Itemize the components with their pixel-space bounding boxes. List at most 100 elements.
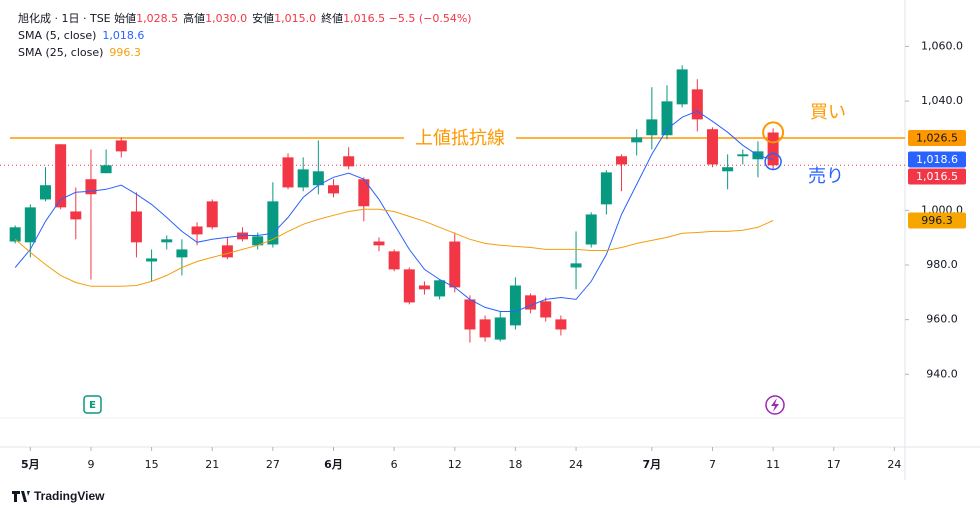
candle-body <box>555 319 567 330</box>
ohlc-value: 1,028.5 <box>136 12 179 25</box>
buy-circle <box>762 121 785 144</box>
candle-body <box>55 144 67 208</box>
resistance-label-bg <box>404 126 516 149</box>
price-badge-label: 996.3 <box>921 214 953 227</box>
x-tick-label: 7 <box>709 458 716 471</box>
indicator-row: SMA (5, close) 1,018.6 <box>18 27 472 44</box>
earnings-icon-letter: E <box>89 400 96 411</box>
candle-body <box>585 214 597 245</box>
candle-body <box>39 185 51 200</box>
x-tick-label: 5月 <box>21 458 40 471</box>
candle-body <box>267 201 279 245</box>
indicator-value: 996.3 <box>109 46 141 59</box>
brand: TradingView <box>34 489 105 503</box>
ohlc-label: 安値 <box>252 12 275 25</box>
change: −5.5 (−0.54%) <box>388 12 472 25</box>
ohlc-value: 1,016.5 <box>343 12 386 25</box>
price-badge <box>908 168 966 185</box>
x-tick-label: 21 <box>205 458 219 471</box>
candle-body <box>176 249 188 258</box>
candle-body <box>494 317 506 340</box>
candle-body <box>358 179 370 207</box>
candle-body <box>206 201 218 228</box>
buy-annotation: 買い <box>810 102 846 123</box>
candle-body <box>328 185 340 194</box>
brand-logo <box>12 491 30 502</box>
sma-line <box>14 110 774 312</box>
y-tick-label: 1,060.0 <box>921 39 963 52</box>
ohlc-label: 高値 <box>183 12 206 25</box>
symbol-title: 旭化成 · 1日 · TSE <box>18 12 111 25</box>
resistance-label: 上値抵抗線 <box>415 128 505 149</box>
candle-body <box>9 227 21 242</box>
candle-body <box>418 285 430 290</box>
indicator-value: 1,018.6 <box>102 29 145 42</box>
candle-body <box>509 285 521 326</box>
x-tick-label: 6月 <box>324 458 343 471</box>
candle-body <box>676 69 688 105</box>
candle-body <box>130 211 142 243</box>
candle-body <box>616 156 628 165</box>
candle-body <box>388 251 400 270</box>
candle-body <box>252 236 264 246</box>
indicator-legend: SMA (5, close) 1,018.6 SMA (25, close) 996.… <box>18 27 472 61</box>
legend: 旭化成 · 1日 · TSE 始値1,028.5 高値1,030.0 安値1,015… <box>18 10 472 61</box>
x-tick-label: 17 <box>827 458 841 471</box>
candle-body <box>661 101 673 136</box>
candle-body <box>464 299 476 330</box>
ohlc-value: 1,015.0 <box>274 12 317 25</box>
legend-row: 旭化成 · 1日 · TSE 始値1,028.5 高値1,030.0 安値1,015… <box>18 10 472 27</box>
candle-body <box>767 132 779 166</box>
sell-annotation: 売り <box>808 166 844 187</box>
candle-body <box>24 207 36 243</box>
earnings-icon[interactable] <box>83 395 102 414</box>
x-tick-label: 12 <box>448 458 462 471</box>
candle-body <box>70 211 82 220</box>
event-icon-bolt <box>771 398 779 412</box>
candle-body <box>312 171 324 186</box>
candle-body <box>691 89 703 120</box>
x-tick-label: 18 <box>508 458 522 471</box>
x-tick-label: 24 <box>887 458 901 471</box>
candle-body <box>570 263 582 268</box>
indicator-name: SMA (25, close) <box>18 46 104 59</box>
ohlc-label: 終値 <box>321 12 344 25</box>
sma-line <box>14 208 774 287</box>
candle-body <box>722 167 734 172</box>
candle-body <box>631 137 643 143</box>
candle-body <box>100 165 112 174</box>
indicator-name: SMA (5, close) <box>18 29 97 42</box>
candle-body <box>343 156 355 167</box>
y-tick-label: 940.0 <box>926 367 958 380</box>
ohlc-value: 1,030.0 <box>205 12 248 25</box>
sell-circle <box>764 152 782 171</box>
price-badge-label: 1,026.5 <box>916 131 958 144</box>
candle-body <box>373 241 385 246</box>
candle-body <box>479 319 491 338</box>
x-tick-label: 27 <box>266 458 280 471</box>
candle-body <box>737 154 749 157</box>
y-tick-label: 960.0 <box>926 313 958 326</box>
candle-body <box>146 258 158 262</box>
indicator-row: SMA (25, close) 996.3 <box>18 44 472 61</box>
price-badge <box>908 151 966 168</box>
candle-body <box>403 269 415 303</box>
candle-body <box>191 226 203 235</box>
candle-body <box>540 301 552 318</box>
candle-body <box>434 280 446 297</box>
x-tick-label: 6 <box>391 458 398 471</box>
candle-body <box>297 169 309 188</box>
x-tick-label: 15 <box>145 458 159 471</box>
x-tick-label: 7月 <box>643 458 662 471</box>
ohlc: 始値1,028.5 高値1,030.0 安値1,015.0 終値1,016.5 <box>114 12 385 25</box>
price-badge-label: 1,018.6 <box>916 153 958 166</box>
y-tick-label: 980.0 <box>926 258 958 271</box>
candle-body <box>161 239 173 243</box>
candle-body <box>85 179 97 195</box>
candle-body <box>525 295 537 310</box>
candle-body <box>221 245 233 258</box>
candle-body <box>600 172 612 205</box>
candle-body <box>706 129 718 165</box>
